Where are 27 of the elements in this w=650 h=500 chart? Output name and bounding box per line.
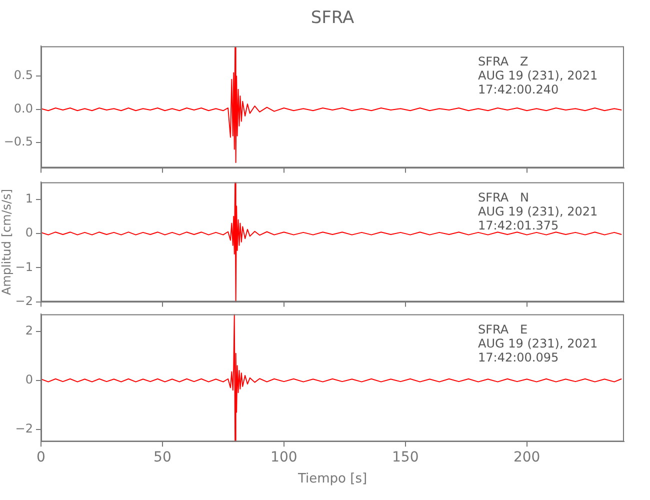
y-tick-label: −1 <box>15 260 33 274</box>
annotation: 17:42:00.095 <box>478 350 559 364</box>
annotation: AUG 19 (231), 2021 <box>478 336 598 350</box>
annotation: AUG 19 (231), 2021 <box>478 68 598 82</box>
y-tick-label: 0 <box>25 372 33 386</box>
y-tick-label: −2 <box>15 294 33 308</box>
annotation: SFRA N <box>478 190 529 204</box>
annotation: SFRA E <box>478 322 528 336</box>
y-tick-label: 0.0 <box>14 101 33 116</box>
x-tick-label: 0 <box>36 450 46 466</box>
x-tick-label: 150 <box>392 450 419 466</box>
chart-title: SFRA <box>310 8 356 28</box>
annotation: AUG 19 (231), 2021 <box>478 204 598 218</box>
y-tick-label: −2 <box>15 421 33 436</box>
x-tick-label: 200 <box>513 450 540 466</box>
annotation: 17:42:01.375 <box>478 218 559 232</box>
y-tick-label: −0.5 <box>4 134 33 149</box>
x-tick-label: 100 <box>270 450 298 466</box>
annotation: 17:42:00.240 <box>478 82 559 96</box>
y-tick-label: 2 <box>25 323 33 338</box>
y-tick-label: 0 <box>25 226 33 240</box>
y-tick-label: 1 <box>25 191 33 206</box>
y-axis-title: Amplitud [cm/s/s] <box>0 188 14 296</box>
annotation: SFRA Z <box>478 54 528 68</box>
y-tick-label: 0.5 <box>14 68 33 82</box>
x-tick-label: 50 <box>154 450 172 466</box>
x-axis-title: Tiempo [s] <box>296 472 368 487</box>
